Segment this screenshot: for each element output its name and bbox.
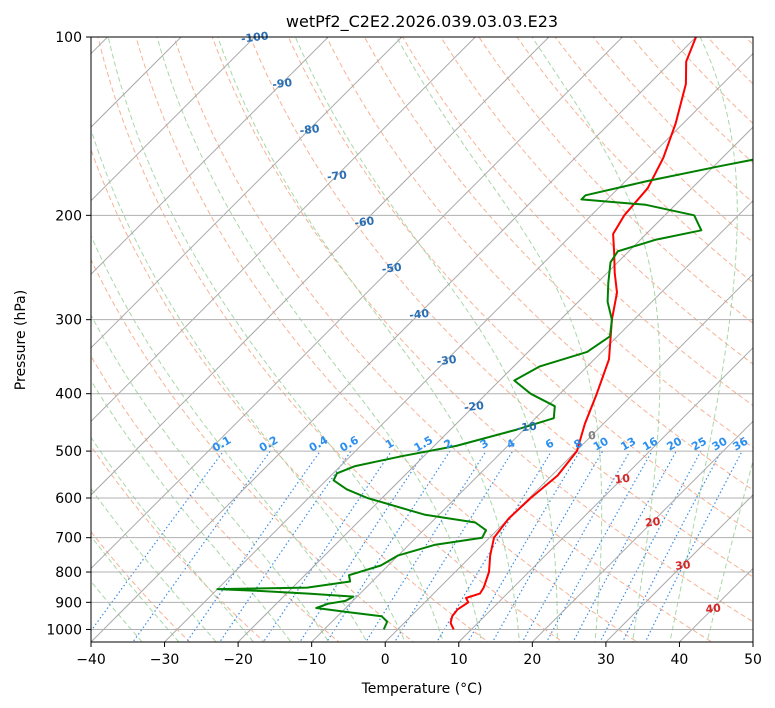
isotherm-line [91,37,403,349]
y-tick-label: 800 [55,565,82,581]
isotherm-line [605,494,753,642]
isotherm-label: -50 [381,261,403,276]
y-tick-label: 700 [55,531,82,547]
x-tick-label: −10 [297,652,327,668]
y-tick-label: 900 [55,595,82,611]
isotherm-label: 0 [587,429,596,443]
dewpoint-profile [216,158,753,630]
dry-adiabat [287,37,753,534]
isotherm-line [91,37,624,570]
dry-adiabat [402,37,753,407]
y-tick-label: 300 [55,313,82,329]
isotherm-line [310,199,753,642]
isotherms [91,37,753,642]
y-axis: 100 200 300 400 500 600 700 800 900 1000 [46,30,91,638]
isotherm-label: 30 [674,558,691,573]
dry-adiabat [97,37,564,642]
x-tick-label: 20 [523,652,541,668]
isotherm-line [531,420,753,642]
x-tick-label: 30 [597,652,615,668]
moist-adiabat [669,37,738,642]
isotherm-line [458,347,753,642]
x-tick-label: 40 [671,652,689,668]
chart-title: wetPf2_C2E2.2026.039.03.03.E23 [286,12,558,32]
dry-adiabat [478,37,753,324]
isotherm-label: 10 [614,472,631,487]
moist-adiabat [91,128,406,642]
dry-adiabat [173,37,713,642]
x-tick-label: 10 [450,652,468,668]
isotherm-label: -30 [436,353,458,368]
isotherm-line [91,37,256,202]
isotherm-label: 40 [705,601,722,616]
dry-adiabat [364,37,753,449]
x-tick-label: −40 [76,652,106,668]
y-axis-title: Pressure (hPa) [13,290,29,390]
isotherm-line [91,37,329,275]
isotherm-line [91,37,697,642]
isotherm-label: -80 [299,122,321,137]
isotherm-label: -60 [354,214,376,229]
isotherm-line [384,273,753,642]
y-tick-label: 600 [55,491,82,507]
y-tick-label: 400 [55,387,82,403]
isotherm-label: -20 [463,399,485,414]
moist-adiabat [91,314,330,642]
isotherm-line [91,37,550,496]
dry-adiabat [249,37,753,578]
x-tick-label: −20 [223,652,253,668]
pressure-gridlines [91,37,753,630]
x-axis: −40 −30 −20 −10 0 10 20 30 40 50 [76,642,762,668]
x-axis-title: Temperature (°C) [361,681,483,697]
plot-area [91,37,753,642]
x-tick-label: 0 [381,652,390,668]
y-tick-label: 100 [55,30,82,46]
moist-adiabat [91,535,180,642]
y-tick-label: 200 [55,208,82,224]
plot-frame [90,36,754,643]
moist-adiabat [156,37,482,642]
y-tick-label: 500 [55,444,82,460]
isotherm-label: -10 [516,420,538,435]
x-tick-label: 50 [744,652,762,668]
moist-adiabat [531,37,661,642]
isotherm-label: 20 [644,515,661,530]
isotherm-line [163,52,753,642]
dry-adiabat [135,37,639,642]
dry-adiabat [91,531,191,642]
isotherm-line [237,126,753,642]
moist-adiabat [107,37,444,642]
isotherm-label: -40 [409,307,431,322]
x-tick-label: −30 [150,652,180,668]
dry-adiabat [91,258,415,642]
dry-adiabat [91,445,265,642]
sounding-series [216,37,753,630]
y-tick-label: 1000 [46,622,82,638]
moist-adiabat [217,37,520,642]
isotherm-label: -70 [326,168,348,183]
isotherm-label: -90 [272,76,294,91]
isotherm-line [91,37,477,423]
temperature-profile [449,37,697,630]
dry-adiabat [91,355,340,642]
